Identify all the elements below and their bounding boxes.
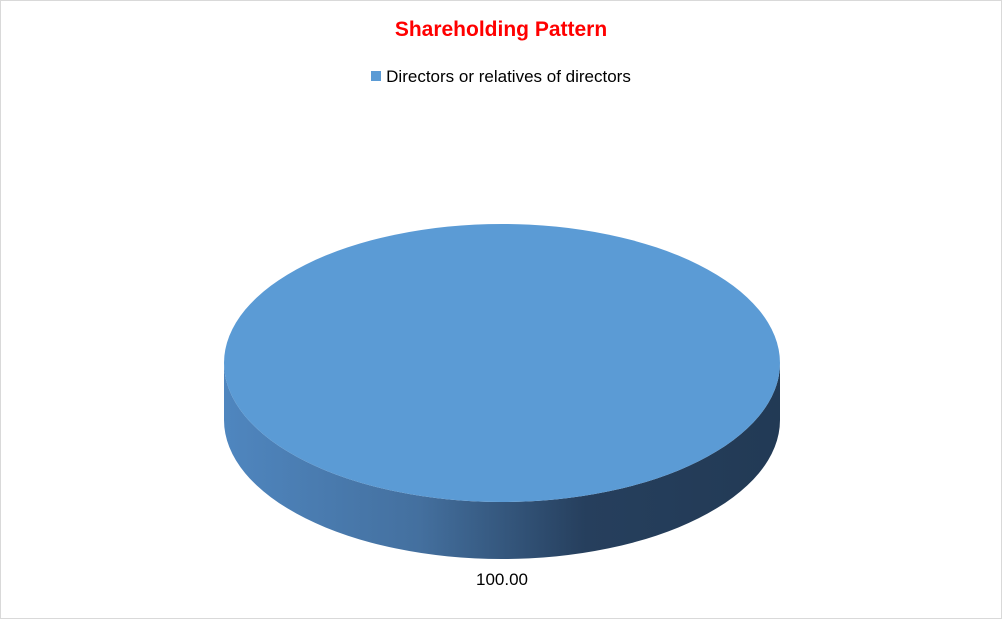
legend-label: Directors or relatives of directors — [386, 67, 631, 86]
legend-swatch — [371, 71, 382, 81]
data-label: 100.00 — [476, 570, 528, 589]
chart-title: Shareholding Pattern — [394, 18, 608, 41]
pie-slice-side — [224, 363, 780, 559]
legend: Directors or relatives of directors — [1, 67, 1001, 87]
pie-slice — [224, 224, 780, 502]
